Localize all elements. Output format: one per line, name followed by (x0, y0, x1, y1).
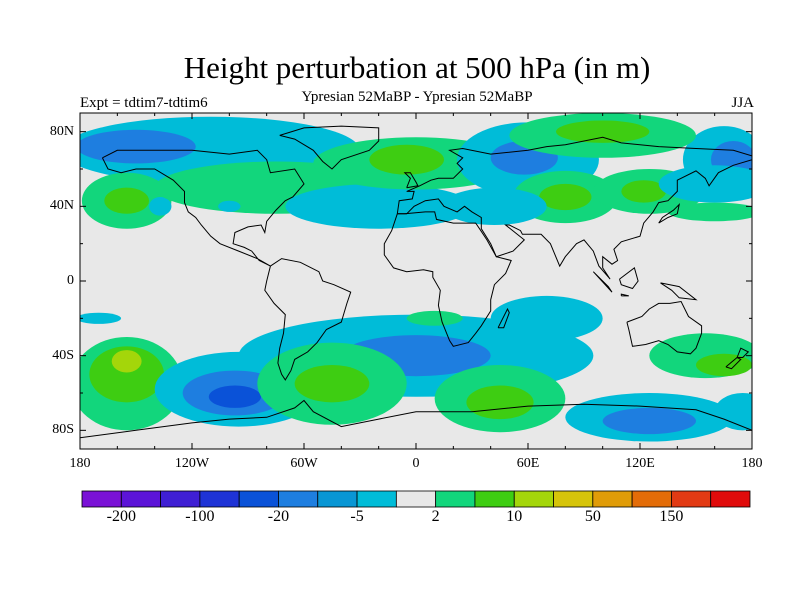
colorbar-swatch (278, 490, 319, 508)
experiment-label: Expt = tdtim7-tdtim6 (80, 95, 208, 111)
coastline (264, 258, 352, 381)
coastline (626, 300, 703, 355)
contour-region (149, 197, 172, 216)
x-tick-label: 180 (69, 456, 91, 471)
colorbar-label: -5 (350, 508, 364, 525)
colorbar-swatch (120, 490, 161, 508)
season-label: JJA (731, 95, 754, 111)
colorbar-swatch (710, 490, 751, 508)
x-tick-label: 120E (625, 456, 655, 471)
colorbar-swatch (474, 490, 515, 508)
contour-region (490, 295, 603, 341)
colorbar-label: 150 (659, 508, 684, 525)
contour-region (406, 310, 463, 326)
contour-region (442, 187, 547, 225)
coastline (497, 307, 510, 329)
x-tick-label: 0 (412, 456, 420, 471)
colorbar-swatch (199, 490, 240, 508)
colorbar (81, 490, 751, 508)
x-tick-label: 180 (741, 456, 763, 471)
contour-region (80, 312, 122, 324)
colorbar-swatch (631, 490, 672, 508)
contour-region (668, 202, 752, 222)
coastline (397, 159, 752, 280)
coastline (396, 136, 752, 214)
colorbar-swatch (238, 490, 279, 508)
plot-title: Height perturbation at 500 hPa (in m) (183, 50, 651, 85)
colorbar-swatch (435, 490, 476, 508)
colorbar-label: 10 (506, 508, 523, 525)
contour-region (285, 183, 472, 229)
coastline (383, 211, 512, 347)
coastline (101, 149, 305, 267)
x-tick-label: 120W (174, 456, 210, 471)
contour-region (466, 385, 534, 420)
coastline (725, 356, 742, 370)
y-tick-label: 80N (49, 123, 74, 139)
axis-ticks (79, 113, 753, 449)
colorbar-swatch (553, 490, 594, 508)
coastline-layer (80, 125, 752, 439)
colorbar-swatch (395, 490, 437, 508)
y-tick-label: 0 (67, 273, 74, 288)
contour-region (294, 365, 370, 403)
contour-region (602, 407, 696, 435)
coastline (592, 271, 613, 293)
contour-region (218, 200, 241, 212)
contour-region (621, 180, 667, 203)
contour-region (714, 393, 752, 431)
y-tick-label: 80S (52, 422, 74, 438)
colorbar-label: 2 (431, 508, 440, 525)
contour-region (111, 350, 142, 373)
colorbar-label: -20 (267, 508, 290, 525)
coastline (660, 282, 698, 301)
colorbar-swatch (671, 490, 712, 508)
colorbar-swatch (356, 490, 397, 508)
coastline (80, 399, 752, 439)
colorbar-swatch (592, 490, 633, 508)
coastline (736, 347, 750, 358)
contour-region (369, 144, 444, 175)
colorbar-label: -100 (185, 508, 215, 525)
contour-region (696, 353, 752, 377)
y-tick-label: 40S (52, 347, 74, 363)
colorbar-swatch (513, 490, 554, 508)
contour-region (89, 346, 164, 403)
plot-subtitle: Ypresian 52MaBP - Ypresian 52MaBP (301, 89, 533, 105)
x-tick-label: 60W (290, 456, 318, 471)
coastline (403, 172, 419, 189)
contour-region (556, 120, 650, 143)
contour-region (658, 165, 752, 203)
colorbar-swatch (160, 490, 201, 508)
contour-region (539, 183, 592, 211)
coastline (620, 293, 629, 297)
colorbar-label: 50 (584, 508, 601, 525)
coastline (658, 202, 681, 224)
contour-region (80, 129, 196, 164)
colorbar-swatch (317, 490, 358, 508)
x-tick-label: 60E (516, 456, 540, 471)
colorbar-label: -200 (106, 508, 136, 525)
y-tick-label: 40N (49, 198, 74, 214)
contour-region (208, 385, 262, 408)
colorbar-swatch (81, 490, 122, 508)
contour-region (104, 187, 150, 214)
coastline (279, 125, 380, 170)
coastline (619, 267, 639, 290)
